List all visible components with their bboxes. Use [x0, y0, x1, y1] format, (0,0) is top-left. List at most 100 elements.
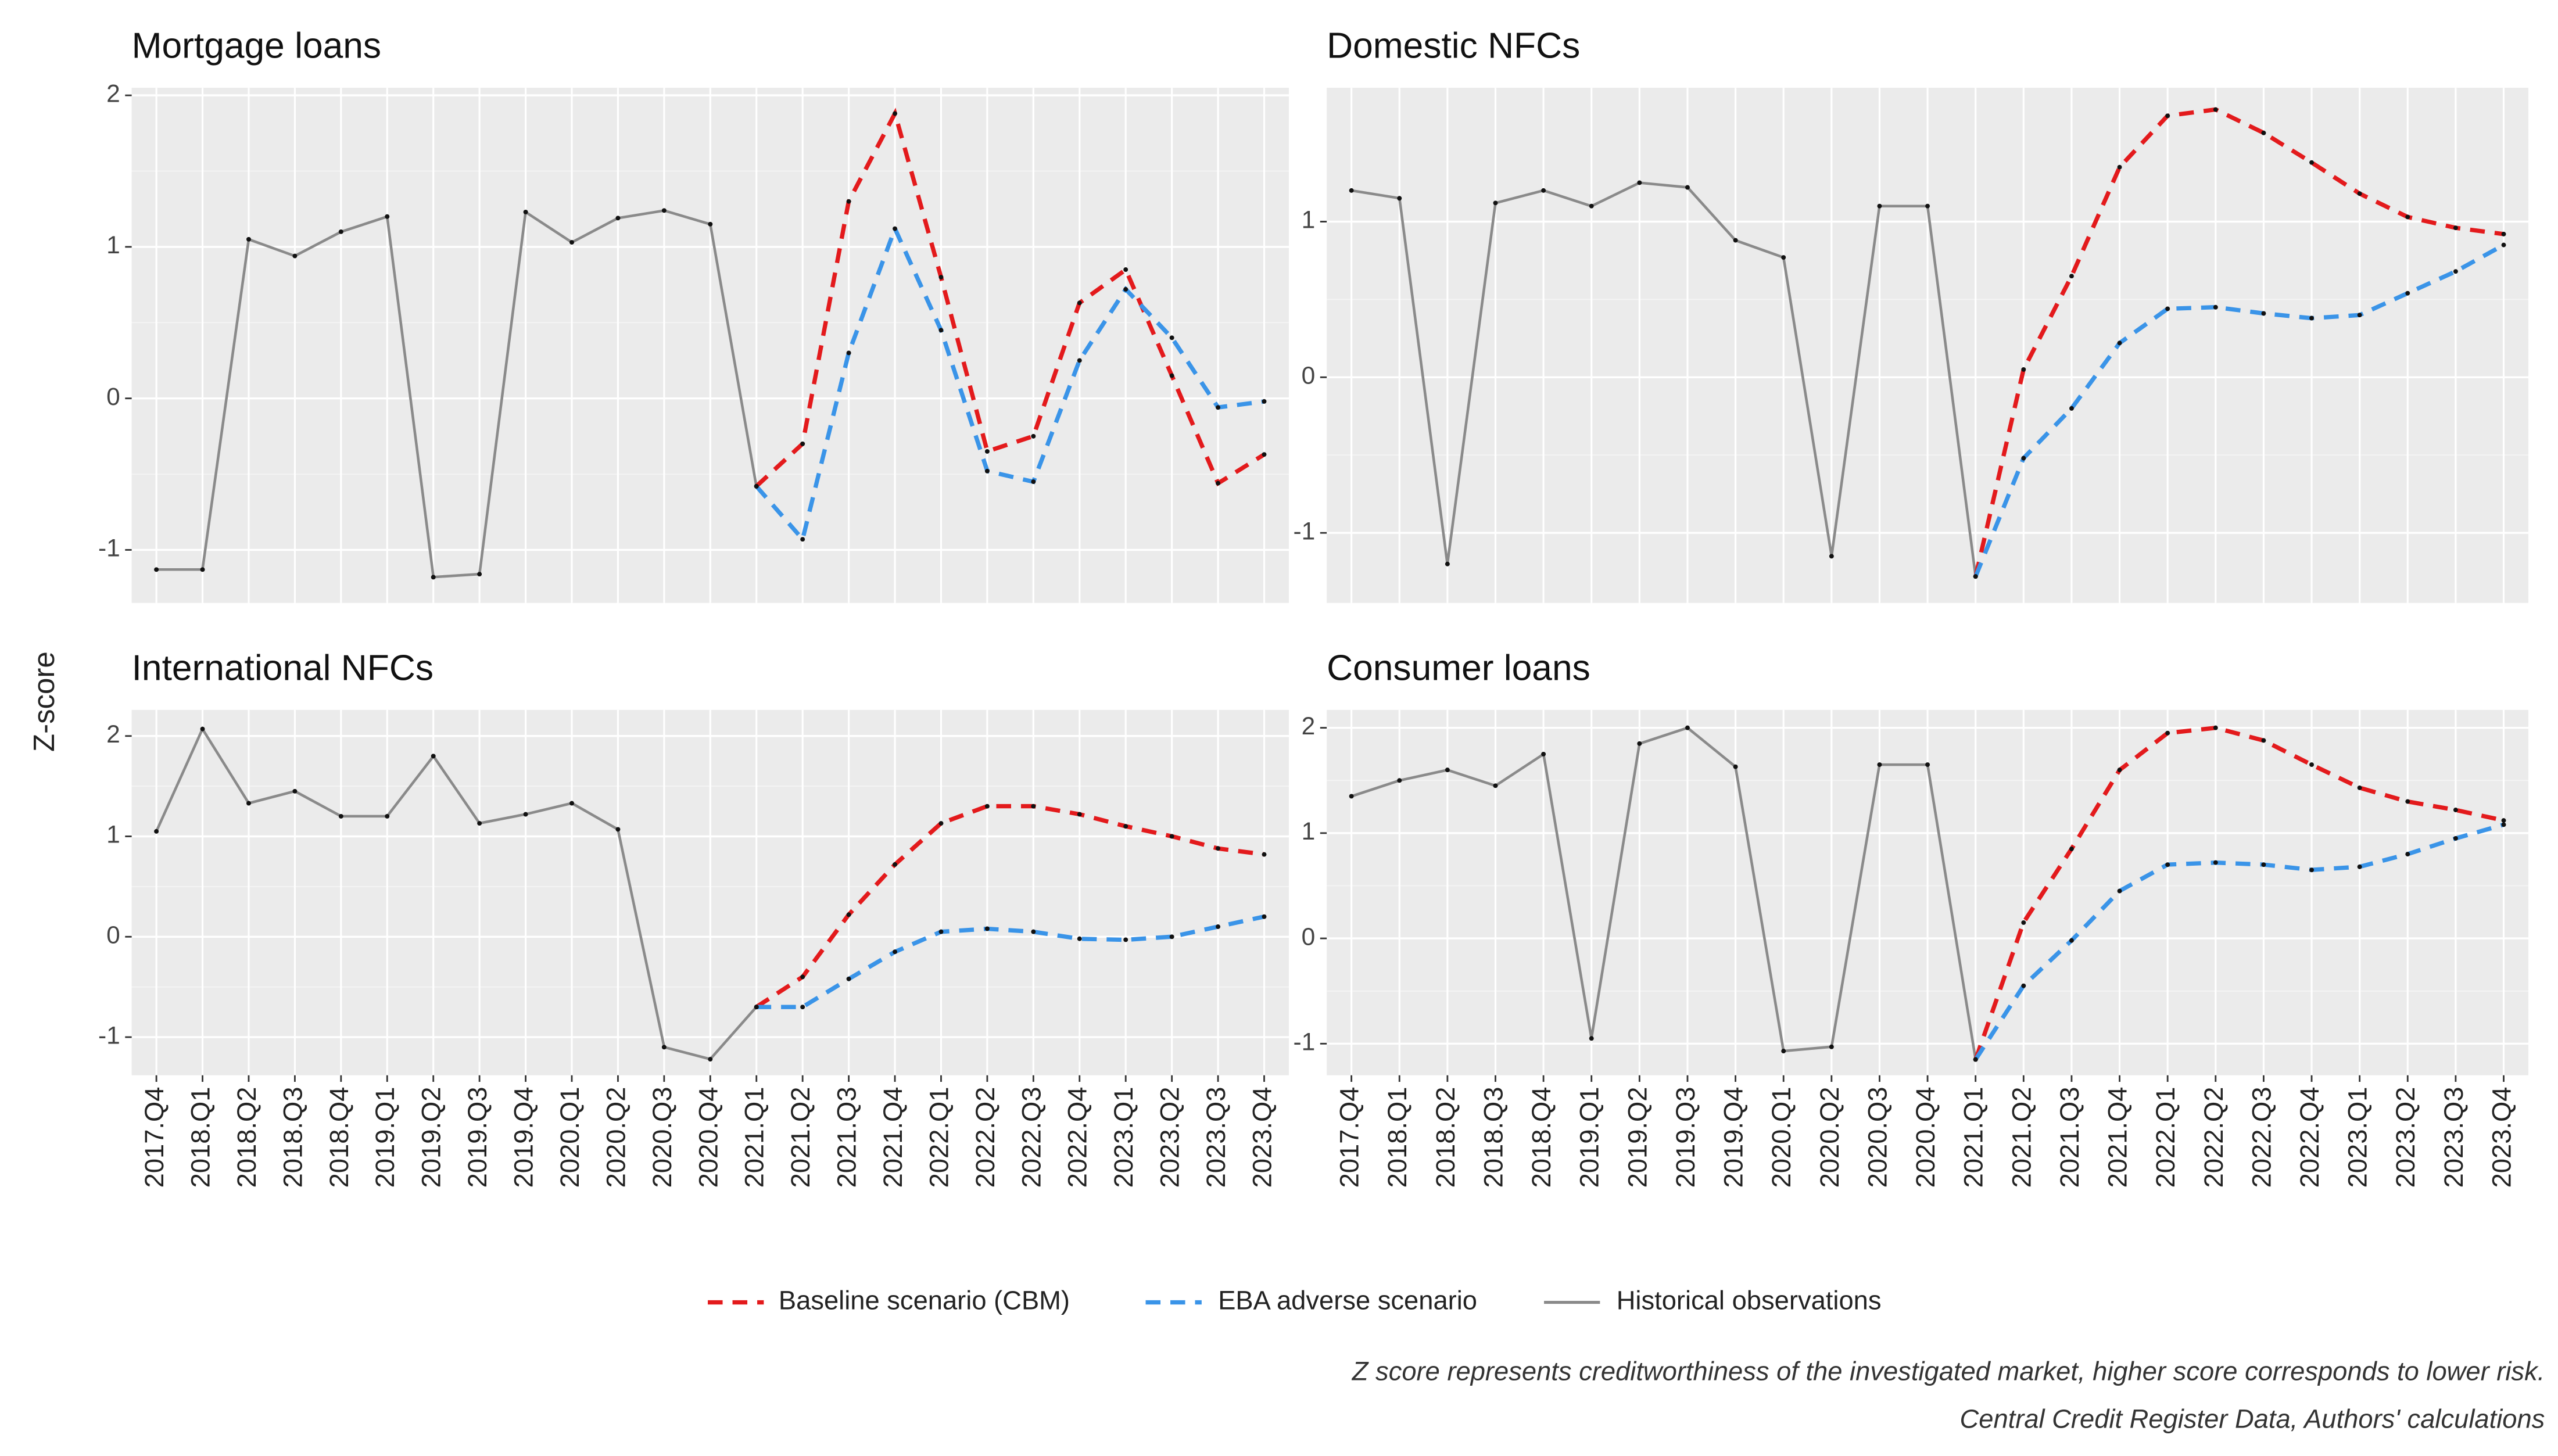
point	[1877, 762, 1882, 768]
x-tick-label: 2022.Q4	[1063, 1087, 1092, 1188]
point	[200, 726, 205, 731]
point	[893, 949, 898, 955]
point	[523, 209, 528, 214]
x-tick-label: 2018.Q1	[1382, 1087, 1412, 1188]
point	[1541, 188, 1546, 193]
x-tick-label: 2022.Q4	[2295, 1087, 2324, 1188]
point	[1877, 203, 1882, 209]
point	[1925, 762, 1930, 768]
x-tick-label: 2020.Q2	[601, 1087, 630, 1188]
point	[569, 801, 574, 806]
point	[2453, 808, 2458, 812]
point	[984, 449, 990, 454]
point	[846, 912, 851, 917]
point	[2165, 730, 2170, 736]
point	[661, 208, 667, 213]
x-tick-label: 2018.Q4	[324, 1087, 354, 1188]
y-tick-label: 2	[106, 80, 120, 107]
x-tick-label: 2019.Q4	[509, 1087, 539, 1188]
point	[1031, 804, 1036, 809]
x-tick-label: 2023.Q3	[1201, 1087, 1231, 1188]
legend-label: Baseline scenario (CBM)	[779, 1286, 1070, 1315]
chart-title: Domestic NFCs	[1327, 26, 1580, 66]
point	[1589, 1036, 1594, 1041]
y-tick-label: -1	[98, 1022, 120, 1049]
point	[2117, 164, 2122, 170]
x-tick-label: 2021.Q3	[2055, 1087, 2084, 1188]
y-tick-label: 0	[106, 922, 120, 949]
point	[1262, 914, 1267, 919]
point	[2165, 862, 2170, 867]
chart-title: International NFCs	[132, 648, 434, 688]
x-tick-label: 2019.Q1	[370, 1087, 400, 1188]
point	[800, 1005, 805, 1010]
x-tick-label: 2022.Q3	[1016, 1087, 1046, 1188]
point	[1031, 929, 1036, 934]
point	[1637, 180, 1642, 185]
point	[1169, 834, 1174, 839]
point	[1733, 764, 1738, 769]
y-tick-label: 1	[1302, 207, 1316, 234]
point	[846, 976, 851, 981]
point	[1589, 203, 1594, 209]
point	[893, 862, 898, 867]
point	[1541, 751, 1546, 756]
point	[1445, 768, 1450, 773]
point	[800, 537, 805, 542]
point	[1781, 1049, 1786, 1053]
point	[1216, 405, 1221, 410]
point	[1169, 934, 1174, 939]
x-tick-label: 2019.Q2	[417, 1087, 446, 1188]
point	[661, 1045, 667, 1050]
note: Z score represents creditworthiness of t…	[1352, 1356, 2545, 1386]
point	[477, 572, 482, 577]
line-series	[755, 804, 1264, 1009]
x-tick-label: 2020.Q4	[693, 1087, 723, 1188]
point	[2261, 311, 2266, 316]
point	[1077, 812, 1082, 817]
y-axis-label: Z-score	[27, 651, 60, 752]
point	[1123, 267, 1128, 272]
point	[1397, 196, 1402, 201]
x-tick-label: 2023.Q4	[1247, 1087, 1277, 1188]
x-tick-label: 2017.Q4	[1335, 1087, 1364, 1188]
point	[431, 754, 436, 759]
y-tick-label: 0	[1302, 363, 1316, 390]
point	[2069, 274, 2074, 279]
point	[2501, 818, 2506, 823]
x-tick-label: 2018.Q1	[186, 1087, 216, 1188]
point	[1493, 200, 1498, 206]
line-series	[754, 223, 1264, 544]
x-tick-label: 2022.Q2	[970, 1087, 1000, 1188]
point	[2021, 983, 2026, 988]
point	[2021, 367, 2026, 372]
line-series	[155, 726, 758, 1061]
point	[385, 814, 390, 819]
line-series	[1350, 726, 1977, 1060]
x-tick-label: 2020.Q2	[1815, 1087, 1844, 1188]
point	[1123, 824, 1128, 829]
x-tick-label: 2019.Q3	[463, 1087, 492, 1188]
y-tick-label: 0	[106, 383, 120, 411]
x-tick-label: 2019.Q1	[1575, 1087, 1604, 1188]
point	[569, 240, 574, 245]
x-tick-label: 2018.Q3	[278, 1087, 307, 1188]
point	[2069, 406, 2074, 411]
point	[2501, 231, 2506, 236]
point	[2453, 835, 2458, 841]
point	[292, 253, 298, 259]
point	[1397, 778, 1402, 783]
point	[292, 788, 298, 794]
point	[1925, 203, 1930, 209]
y-tick-label: 1	[106, 232, 120, 259]
point	[2021, 456, 2026, 461]
x-tick-label: 2019.Q2	[1622, 1087, 1652, 1188]
point	[246, 801, 251, 806]
x-tick-label: 2020.Q4	[1911, 1087, 1940, 1188]
point	[1829, 1044, 1834, 1049]
point	[2069, 938, 2074, 943]
point	[1123, 937, 1128, 942]
point	[1685, 185, 1690, 190]
point	[200, 567, 205, 572]
point	[2021, 920, 2026, 925]
